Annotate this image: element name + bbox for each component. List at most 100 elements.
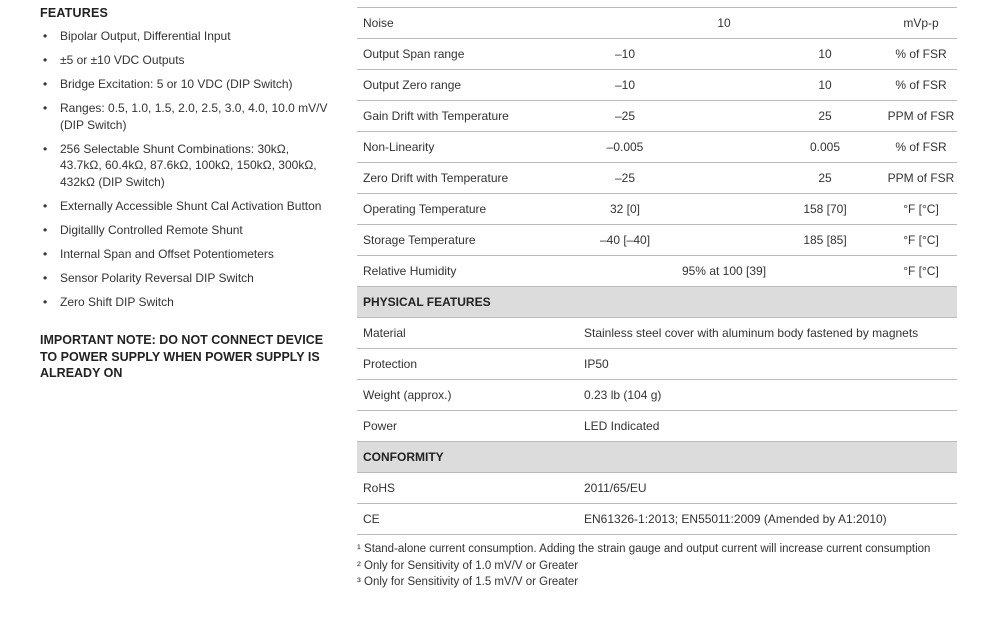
spec-unit: °F [°C] (903, 264, 939, 278)
features-list: • Bipolar Output, Differential Input • ±5 o… (40, 28, 330, 310)
section-title: PHYSICAL FEATURES (363, 295, 491, 309)
feature-text: ±5 or ±10 VDC Outputs (60, 53, 185, 67)
spec-max: 158 [70] (803, 202, 847, 216)
spec-label: CE (363, 512, 380, 526)
spec-value: Stainless steel cover with aluminum body… (584, 326, 919, 340)
features-heading: FEATURES (40, 6, 109, 20)
spec-label: RoHS (363, 481, 396, 495)
spec-row: Relative Humidity 95% at 100 [39] °F [°C] (357, 256, 957, 287)
spec-value: IP50 (584, 357, 609, 371)
spec-typ: 95% at 100 [39] (681, 264, 767, 278)
feature-text: Externally Accessible Shunt Cal Activati… (60, 198, 322, 213)
spec-row: Zero Drift with Temperature –25 25 PPM of F… (357, 163, 957, 194)
spec-row: Material Stainless steel cover with alumi… (357, 318, 957, 349)
feature-text: Zero Shift DIP Switch (60, 294, 174, 309)
spec-value: 2011/65/EU (584, 481, 647, 495)
bullet-icon: • (43, 246, 48, 261)
spec-row: Non-Linearity –0.005 0.005 % of FSR (357, 132, 957, 163)
bullet-icon: • (43, 77, 48, 91)
footnotes: ¹ Stand-alone current consumption. Addin… (357, 541, 957, 591)
spec-unit: % of FSR (895, 47, 947, 61)
section-title: CONFORMITY (363, 450, 444, 464)
feature-item: • Bipolar Output, Differential Input (40, 28, 330, 45)
spec-row: Protection IP50 (357, 349, 957, 380)
feature-item: • Internal Span and Offset Potentiometers (40, 246, 330, 263)
spec-row: Gain Drift with Temperature –25 25 PPM of F… (357, 101, 957, 132)
spec-max: 0.005 (809, 140, 841, 154)
section-header-conformity: CONFORMITY (357, 442, 957, 473)
bullet-icon: • (43, 29, 48, 43)
feature-text: Sensor Polarity Reversal DIP Switch (60, 270, 254, 285)
feature-item: • Ranges: 0.5, 1.0, 1.5, 2.0, 2.5, 3.0, 4… (40, 100, 330, 133)
spec-min: –40 [–40] (599, 233, 651, 247)
spec-label: Gain Drift with Temperature (363, 109, 509, 123)
feature-text: 256 Selectable Shunt Combinations: 30kΩ,… (60, 141, 317, 189)
spec-min: –10 (614, 78, 636, 92)
spec-row: CE EN61326-1:2013; EN55011:2009 (Amended … (357, 504, 957, 535)
spec-unit: % of FSR (895, 78, 947, 92)
spec-unit: °F [°C] (903, 202, 939, 216)
feature-text: Internal Span and Offset Potentiometers (60, 246, 274, 261)
spec-row: Storage Temperature –40 [–40] 185 [85] °F [… (357, 225, 957, 256)
spec-row: Weight (approx.) 0.23 lb (104 g) (357, 380, 957, 411)
feature-item: • 256 Selectable Shunt Combinations: 30kΩ… (40, 141, 330, 191)
features-panel: FEATURES • Bipolar Output, Differential I… (40, 6, 330, 382)
feature-item: • Bridge Excitation: 5 or 10 VDC (DIP Swi… (40, 76, 330, 93)
spec-row: Power LED Indicated (357, 411, 957, 442)
spec-label: Output Span range (363, 47, 465, 61)
spec-label: Output Zero range (363, 78, 462, 92)
spec-max: 185 [85] (803, 233, 847, 247)
spec-row: Output Zero range –10 10 % of FSR (357, 70, 957, 101)
spec-row: Noise 10 mVp-p (357, 8, 957, 39)
spec-label: Material (363, 326, 406, 340)
feature-text: Ranges: 0.5, 1.0, 1.5, 2.0, 2.5, 3.0, 4.… (60, 101, 328, 132)
spec-label: Zero Drift with Temperature (363, 171, 509, 185)
footnote: ² Only for Sensitivity of 1.0 mV/V or Gr… (357, 559, 579, 572)
feature-text: Digitallly Controlled Remote Shunt (60, 222, 243, 237)
spec-min: 32 [0] (609, 202, 641, 216)
feature-item: • Sensor Polarity Reversal DIP Switch (40, 270, 330, 287)
important-note: IMPORTANT NOTE: DO NOT CONNECT DEVICE TO… (40, 333, 324, 380)
feature-item: • Externally Accessible Shunt Cal Activat… (40, 198, 330, 215)
bullet-icon: • (43, 270, 48, 285)
spec-min: –10 (614, 47, 636, 61)
spec-value: 0.23 lb (104 g) (584, 388, 662, 402)
bullet-icon: • (43, 294, 48, 309)
footnote: ³ Only for Sensitivity of 1.5 mV/V or Gr… (357, 576, 579, 588)
spec-value: EN61326-1:2013; EN55011:2009 (Amended by… (584, 512, 887, 526)
footnote: ¹ Stand-alone current consumption. Addin… (357, 543, 931, 555)
spec-unit: PPM of FSR (887, 171, 955, 185)
spec-label: Protection (363, 357, 418, 371)
spec-label: Noise (363, 16, 394, 30)
spec-unit: mVp-p (903, 16, 939, 30)
bullet-icon: • (43, 222, 48, 237)
spec-min: –25 (614, 171, 636, 185)
bullet-icon: • (43, 198, 48, 213)
spec-max: 25 (818, 109, 832, 123)
spec-label: Weight (approx.) (363, 388, 452, 402)
spec-label: Power (363, 419, 398, 433)
feature-item: • Digitallly Controlled Remote Shunt (40, 222, 330, 239)
spec-label: Operating Temperature (363, 202, 487, 216)
spec-label: Relative Humidity (363, 264, 457, 278)
feature-text: Bipolar Output, Differential Input (60, 29, 231, 43)
bullet-icon: • (43, 141, 48, 156)
spec-row: Operating Temperature 32 [0] 158 [70] °F [°… (357, 194, 957, 225)
spec-unit: % of FSR (895, 140, 947, 154)
spec-unit: °F [°C] (903, 233, 939, 247)
spec-min: –25 (614, 109, 636, 123)
specifications-table: Noise 10 mVp-p Output Span range –10 10 % of F… (357, 7, 957, 535)
section-header-physical: PHYSICAL FEATURES (357, 287, 957, 318)
feature-item: • Zero Shift DIP Switch (40, 294, 330, 311)
spec-typ: 10 (717, 16, 731, 30)
spec-min: –0.005 (606, 140, 644, 154)
feature-item: • ±5 or ±10 VDC Outputs (40, 52, 330, 69)
spec-row: RoHS 2011/65/EU (357, 473, 957, 504)
spec-label: Non-Linearity (363, 140, 435, 154)
spec-unit: PPM of FSR (887, 109, 955, 123)
bullet-icon: • (43, 101, 48, 115)
spec-label: Storage Temperature (363, 233, 476, 247)
spec-max: 10 (818, 78, 832, 92)
spec-value: LED Indicated (584, 419, 660, 433)
spec-max: 25 (818, 171, 832, 185)
